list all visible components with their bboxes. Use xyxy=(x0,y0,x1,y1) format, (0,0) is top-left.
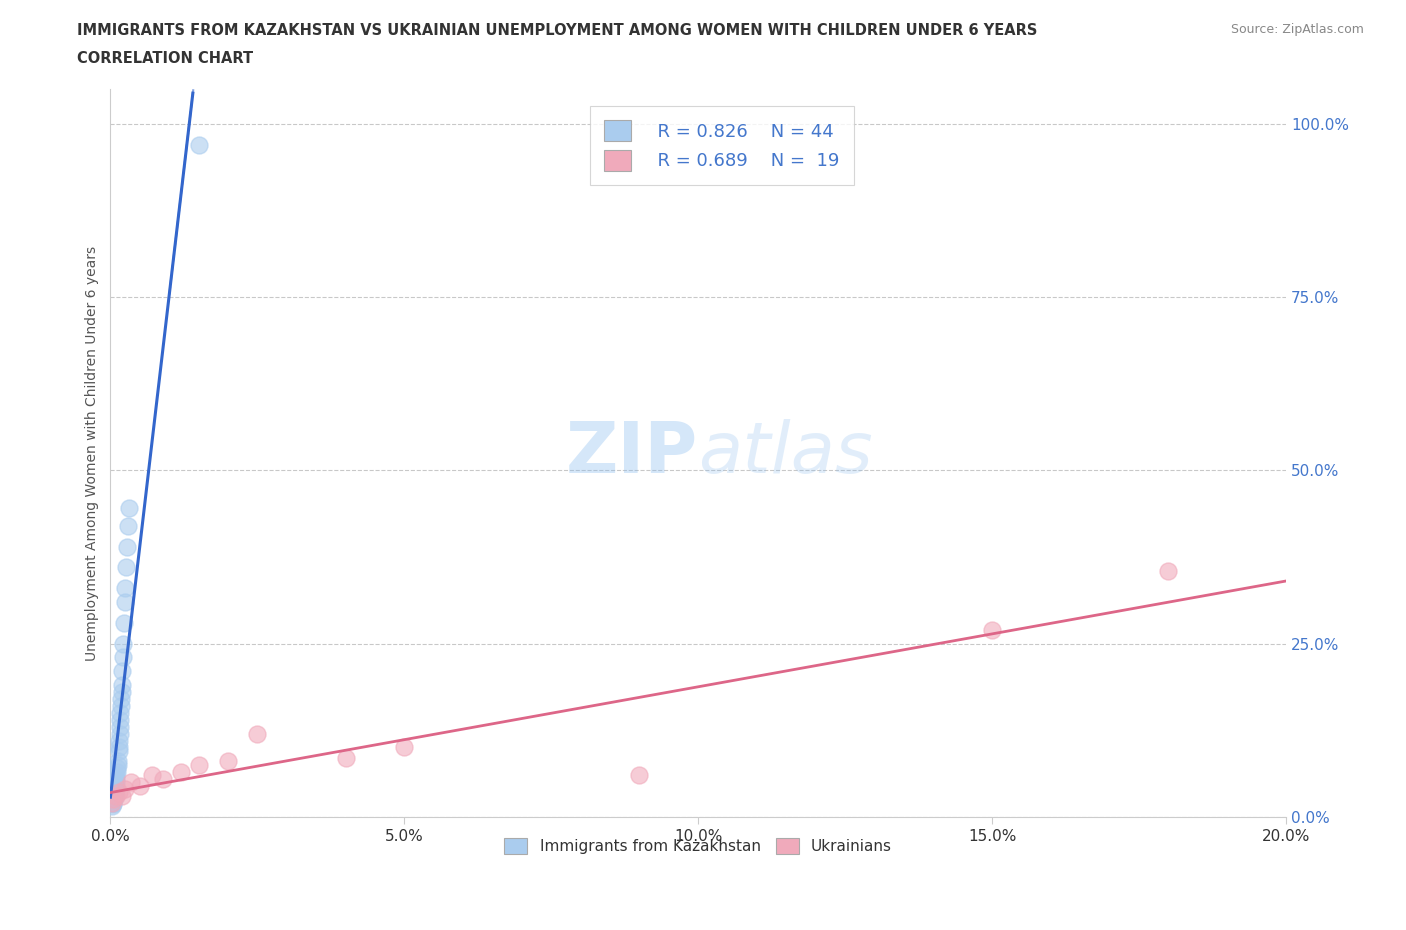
Point xyxy=(104,778,127,793)
Y-axis label: Unemployment Among Women with Children Under 6 years: Unemployment Among Women with Children U… xyxy=(86,246,100,660)
Point xyxy=(108,785,131,800)
Point xyxy=(394,740,416,755)
Point xyxy=(981,622,1004,637)
Point xyxy=(114,580,136,595)
Point xyxy=(335,751,357,765)
Point xyxy=(104,785,127,800)
Point xyxy=(108,719,131,734)
Point xyxy=(107,757,129,772)
Point xyxy=(108,733,131,748)
Point xyxy=(110,684,132,699)
Point xyxy=(187,757,209,772)
Point xyxy=(107,754,129,769)
Point xyxy=(101,797,124,812)
Point xyxy=(128,778,150,793)
Point xyxy=(111,789,134,804)
Point xyxy=(110,705,132,720)
Point xyxy=(107,761,129,776)
Point xyxy=(104,781,127,796)
Point xyxy=(628,767,651,782)
Point xyxy=(246,726,269,741)
Point xyxy=(170,764,193,779)
Point xyxy=(117,518,139,533)
Legend: Immigrants from Kazakhstan, Ukrainians: Immigrants from Kazakhstan, Ukrainians xyxy=(498,831,898,860)
Point xyxy=(108,743,131,758)
Point xyxy=(111,678,134,693)
Point xyxy=(104,771,127,786)
Point xyxy=(105,775,128,790)
Point xyxy=(105,789,128,804)
Point xyxy=(103,789,125,804)
Point xyxy=(120,775,142,790)
Text: Source: ZipAtlas.com: Source: ZipAtlas.com xyxy=(1230,23,1364,36)
Point xyxy=(104,775,127,790)
Point xyxy=(103,785,125,800)
Point xyxy=(110,692,132,707)
Point xyxy=(101,792,124,807)
Point xyxy=(110,712,132,727)
Point xyxy=(111,664,134,679)
Text: IMMIGRANTS FROM KAZAKHSTAN VS UKRAINIAN UNEMPLOYMENT AMONG WOMEN WITH CHILDREN U: IMMIGRANTS FROM KAZAKHSTAN VS UKRAINIAN … xyxy=(77,23,1038,38)
Text: CORRELATION CHART: CORRELATION CHART xyxy=(77,51,253,66)
Point xyxy=(217,754,239,769)
Point xyxy=(118,501,141,516)
Point xyxy=(114,594,136,609)
Point xyxy=(115,539,138,554)
Point xyxy=(105,767,128,782)
Point xyxy=(101,789,124,804)
Point xyxy=(112,636,135,651)
Point xyxy=(1157,564,1180,578)
Point xyxy=(108,726,131,741)
Point xyxy=(107,740,129,755)
Point xyxy=(187,138,209,153)
Point xyxy=(114,560,136,575)
Point xyxy=(103,792,125,807)
Point xyxy=(112,616,135,631)
Point xyxy=(103,781,125,796)
Point xyxy=(103,792,125,807)
Text: atlas: atlas xyxy=(699,418,873,487)
Point xyxy=(100,795,122,810)
Point xyxy=(114,781,136,796)
Point xyxy=(141,767,163,782)
Point xyxy=(103,778,125,793)
Point xyxy=(105,764,128,779)
Point xyxy=(111,650,134,665)
Point xyxy=(100,795,122,810)
Point xyxy=(152,771,174,786)
Point xyxy=(110,698,132,713)
Point xyxy=(101,799,124,814)
Text: ZIP: ZIP xyxy=(567,418,699,487)
Point xyxy=(103,795,125,810)
